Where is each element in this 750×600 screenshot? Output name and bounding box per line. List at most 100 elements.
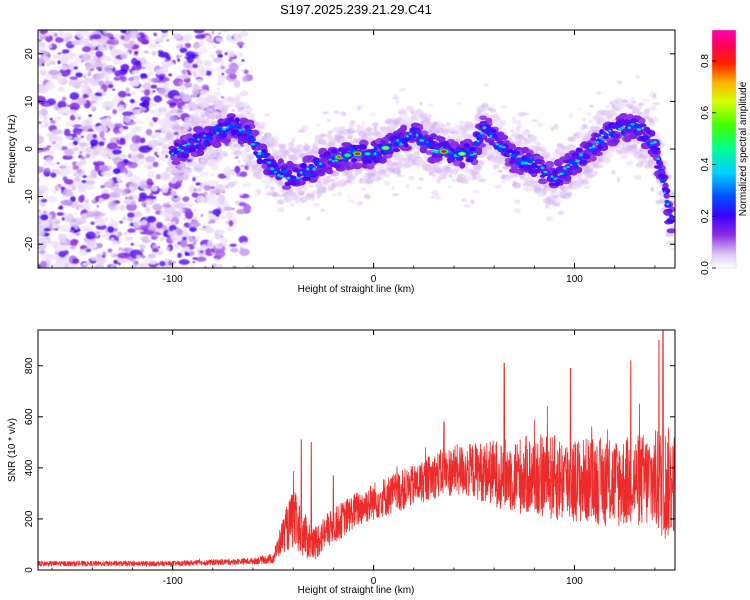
spectrogram-halo-blob: [556, 143, 564, 148]
spectrogram-halo-blob: [619, 102, 627, 108]
spectrogram-noise-blob: [195, 187, 202, 192]
spectrogram-noise-blob: [85, 231, 96, 240]
spectrogram-noise-blob: [229, 243, 237, 247]
spectrogram-noise-blob: [92, 84, 97, 87]
spectrogram-noise-blob: [195, 256, 207, 262]
spectrogram-noise-blob: [38, 238, 43, 246]
spectrogram-ridge-blob: [332, 159, 335, 163]
spectrogram-noise-blob: [156, 222, 163, 229]
spectrogram-ridge-blob: [646, 141, 652, 146]
spectrogram-noise-blob: [214, 258, 219, 262]
spectrogram-noise-blob: [152, 248, 159, 253]
spectrogram-noise-blob: [76, 130, 82, 136]
spectrogram-halo-blob: [397, 88, 404, 92]
spectrogram-noise-blob: [116, 161, 126, 170]
spectrogram-noise-blob: [45, 253, 53, 261]
spectrogram-halo-blob: [464, 121, 471, 128]
spectrogram-noise-blob: [146, 117, 150, 120]
spectrogram-noise-blob: [163, 82, 170, 88]
spectrogram-noise-blob: [135, 125, 140, 130]
spectrogram-noise-blob: [215, 82, 222, 86]
spectrogram-halo-blob: [514, 207, 522, 214]
spectrogram-noise-blob: [61, 96, 67, 101]
spectrogram-noise-blob: [227, 181, 236, 188]
spectrogram-noise-blob: [158, 228, 164, 234]
spectrogram-noise-blob: [112, 149, 122, 156]
spectrogram-ridge-blob: [578, 155, 583, 160]
spectrogram-halo-blob: [362, 120, 366, 127]
spectrogram-noise-blob: [96, 88, 104, 93]
spectrogram-noise-blob: [109, 197, 115, 203]
spectrogram-halo-blob: [428, 172, 435, 176]
spectrogram-noise-blob: [157, 169, 161, 172]
spectrogram-noise-blob: [237, 52, 244, 57]
spectrogram-halo-blob: [609, 110, 616, 115]
spectrogram-noise-blob: [69, 114, 76, 121]
spectrogram-halo-blob: [289, 154, 299, 162]
spectrogram-noise-blob: [52, 53, 62, 60]
spectrogram-noise-blob: [199, 89, 209, 95]
spectrogram-halo-blob: [294, 200, 300, 204]
spectrogram-noise-blob: [228, 57, 233, 63]
spectrogram-ridge-blob: [490, 128, 497, 133]
spectrogram-noise-blob: [56, 212, 64, 216]
spectrogram-halo-blob: [260, 178, 268, 184]
spectrogram-ridge-blob: [262, 154, 268, 159]
spectrogram-noise-blob: [60, 199, 73, 206]
spectrogram-halo-blob: [432, 163, 439, 170]
spectrogram-halo-blob: [492, 158, 500, 164]
spectrogram-ridge-blob: [485, 117, 493, 124]
spectrogram-halo-blob: [589, 170, 598, 177]
spectrogram-noise-blob: [215, 49, 223, 55]
spectrogram-noise-blob: [38, 121, 42, 124]
spectrogram-noise-blob: [91, 39, 99, 47]
spectrogram-noise-blob: [183, 216, 186, 221]
spectrogram-halo-blob: [410, 114, 418, 117]
spectrogram-halo-blob: [295, 194, 300, 198]
spectrogram-noise-blob: [228, 220, 234, 227]
spectrogram-ridge-blob: [203, 134, 207, 137]
spectrogram-noise-blob: [196, 59, 203, 65]
spectrogram-noise-blob: [107, 248, 113, 253]
spectrogram-y-tick-label: -20: [24, 237, 35, 252]
spectrogram-noise-blob: [109, 251, 116, 259]
spectrogram-noise-blob: [172, 33, 182, 40]
spectrogram-noise-blob: [167, 223, 171, 226]
spectrogram-noise-blob: [97, 125, 108, 134]
spectrogram-noise-blob: [118, 249, 123, 251]
spectrogram-halo-blob: [616, 145, 621, 148]
spectrogram-noise-blob: [38, 227, 45, 238]
spectrogram-noise-blob: [210, 173, 214, 177]
spectrogram-noise-blob: [195, 175, 199, 179]
spectrogram-ridge-blob: [524, 161, 528, 165]
spectrogram-noise-blob: [98, 39, 107, 45]
spectrogram-ridge-blob: [330, 148, 338, 154]
spectrogram-ridge-blob: [666, 228, 675, 234]
spectrogram-halo-blob: [306, 216, 311, 221]
spectrogram-ridge-blob: [238, 129, 242, 132]
spectrogram-noise-blob: [122, 216, 127, 222]
spectrogram-ridge-blob: [574, 164, 579, 168]
spectrogram-ridge-blob: [540, 166, 545, 170]
spectrogram-halo-blob: [229, 137, 238, 144]
spectrogram-halo-blob: [402, 87, 407, 91]
spectrogram-ridge-blob: [638, 118, 646, 124]
spectrogram-halo-blob: [313, 203, 320, 207]
spectrogram-noise-blob: [182, 196, 190, 203]
spectrogram-ridge-blob: [521, 146, 530, 154]
spectrogram-halo-blob: [408, 175, 415, 181]
spectrogram-noise-blob: [166, 38, 170, 42]
spectrogram-noise-blob: [167, 230, 172, 236]
spectrogram-noise-blob: [184, 246, 190, 252]
spectrogram-noise-blob: [72, 258, 80, 265]
spectrogram-noise-blob: [57, 52, 62, 55]
spectrogram-noise-blob: [115, 200, 120, 204]
spectrogram-ridge-blob: [562, 167, 567, 170]
spectrogram-ridge-blob: [316, 169, 325, 174]
spectrogram-ridge-blob: [629, 118, 639, 123]
spectrogram-ridge-blob: [664, 199, 670, 204]
spectrogram-noise-blob: [76, 168, 82, 174]
spectrogram-halo-blob: [446, 122, 452, 126]
spectrogram-ridge-blob: [312, 167, 316, 171]
spectrogram-halo-blob: [242, 102, 250, 108]
